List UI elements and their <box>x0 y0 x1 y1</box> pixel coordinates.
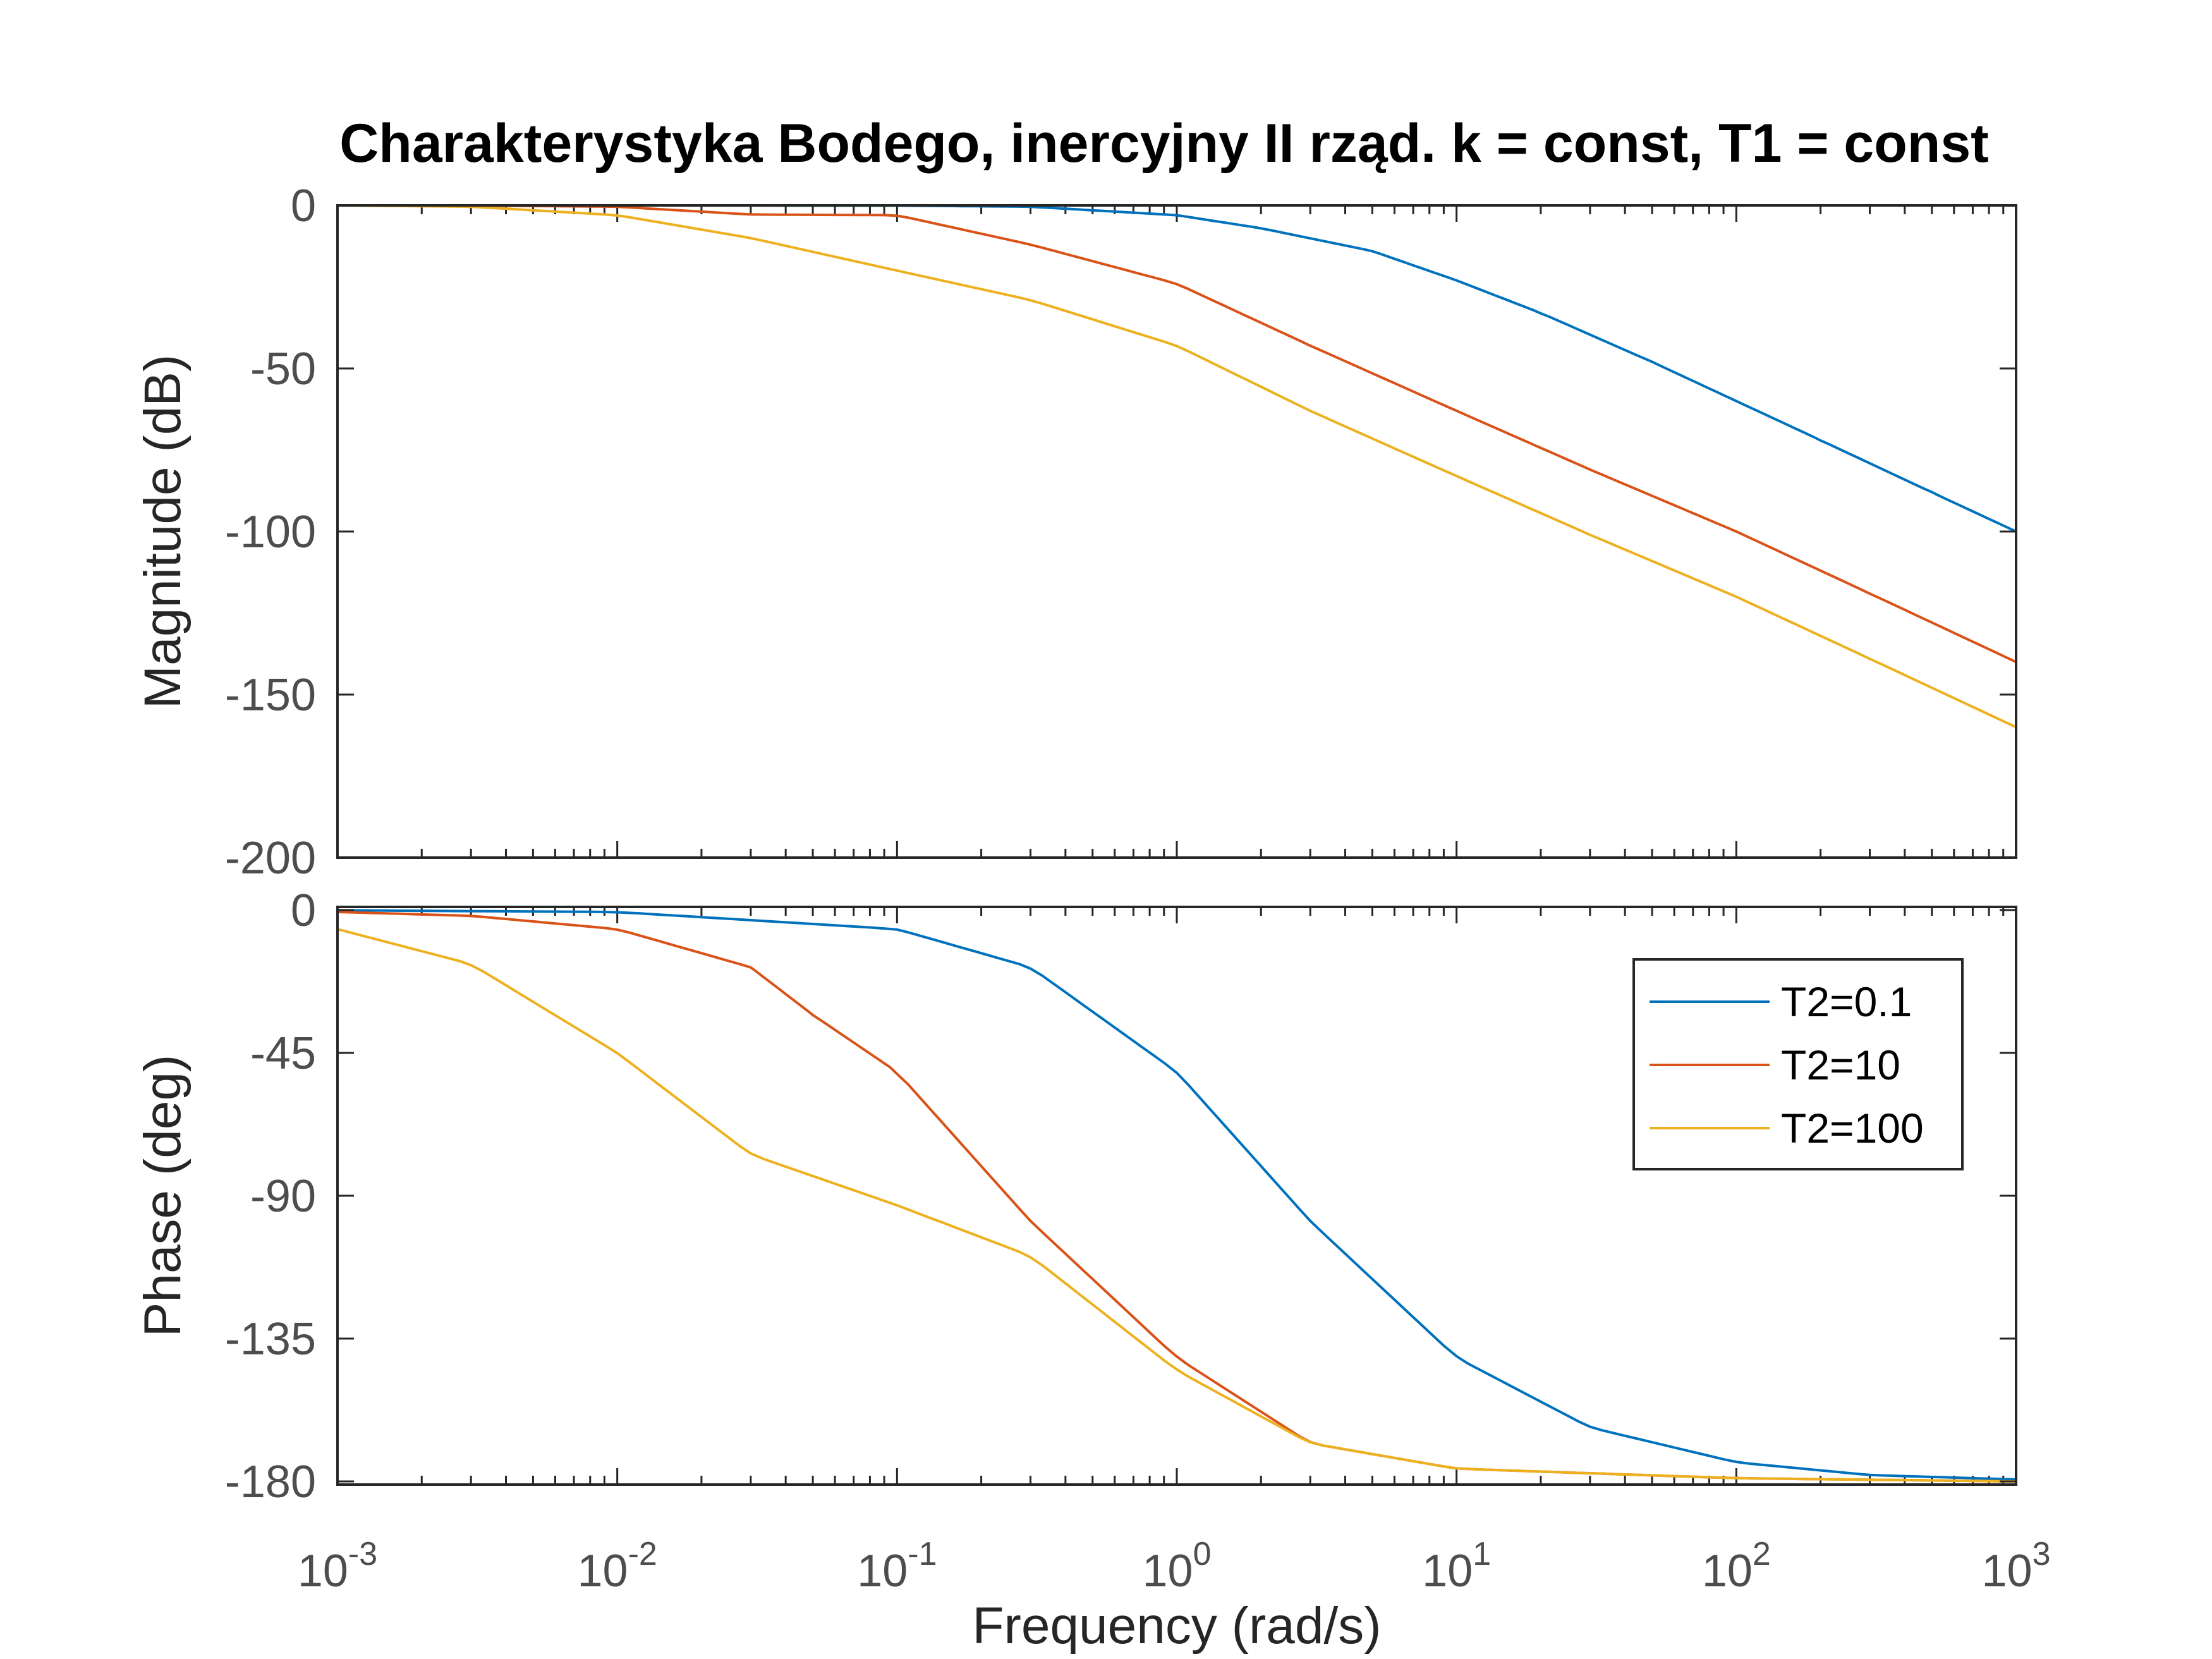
magnitude-y-ticks: 0 -50 -100 -150 -200 <box>225 181 2016 884</box>
x-tick-label: 10-1 <box>857 1536 937 1596</box>
x-tick-label: 100 <box>1142 1536 1211 1596</box>
magnitude-plot: 0 -50 -100 -150 -200 <box>225 181 2017 884</box>
phase-y-tick-label: -180 <box>225 1457 316 1507</box>
magnitude-series-t2-100 <box>337 204 2017 729</box>
phase-y-axis-label: Phase (deg) <box>134 1055 191 1337</box>
chart-title: Charakterystyka Bodego, inercyjny II rzą… <box>339 113 1989 174</box>
phase-y-ticks: 0 -45 -90 -135 -180 <box>225 885 2016 1507</box>
magnitude-y-axis-label: Magnitude (dB) <box>134 355 191 709</box>
legend-label-t2-100: T2=100 <box>1781 1105 1924 1152</box>
phase-y-tick-label: -45 <box>250 1028 316 1079</box>
magnitude-y-tick-label: -150 <box>225 670 316 720</box>
legend-label-t2-10: T2=10 <box>1781 1042 1900 1088</box>
phase-series-t2-0-1 <box>337 909 2017 1481</box>
magnitude-series-t2-10 <box>337 204 2017 664</box>
legend: T2=0.1 T2=10 T2=100 <box>1632 958 1964 1170</box>
legend-label-t2-0-1: T2=0.1 <box>1781 978 1912 1025</box>
x-axis-label: Frequency (rad/s) <box>972 1597 1381 1655</box>
x-tick-label: 103 <box>1981 1536 2050 1596</box>
magnitude-y-tick-label: 0 <box>291 181 316 231</box>
x-tick-label: 102 <box>1702 1536 1771 1596</box>
phase-series-t2-100 <box>337 928 2017 1483</box>
magnitude-plot-area <box>337 205 2016 858</box>
magnitude-y-tick-label: -100 <box>225 507 316 557</box>
phase-series-lines <box>337 909 2017 1483</box>
phase-y-tick-label: 0 <box>291 885 316 936</box>
magnitude-y-tick-label: -50 <box>250 344 316 394</box>
x-tick-labels: 10-3 10-2 10-1 100 101 102 103 <box>298 1536 2051 1596</box>
phase-y-tick-label: -90 <box>250 1171 316 1222</box>
x-tick-label: 101 <box>1422 1536 1491 1596</box>
x-tick-label: 10-3 <box>298 1536 377 1596</box>
phase-y-tick-label: -135 <box>225 1314 316 1364</box>
x-tick-label: 10-2 <box>577 1536 657 1596</box>
magnitude-y-tick-label: -200 <box>225 833 316 884</box>
